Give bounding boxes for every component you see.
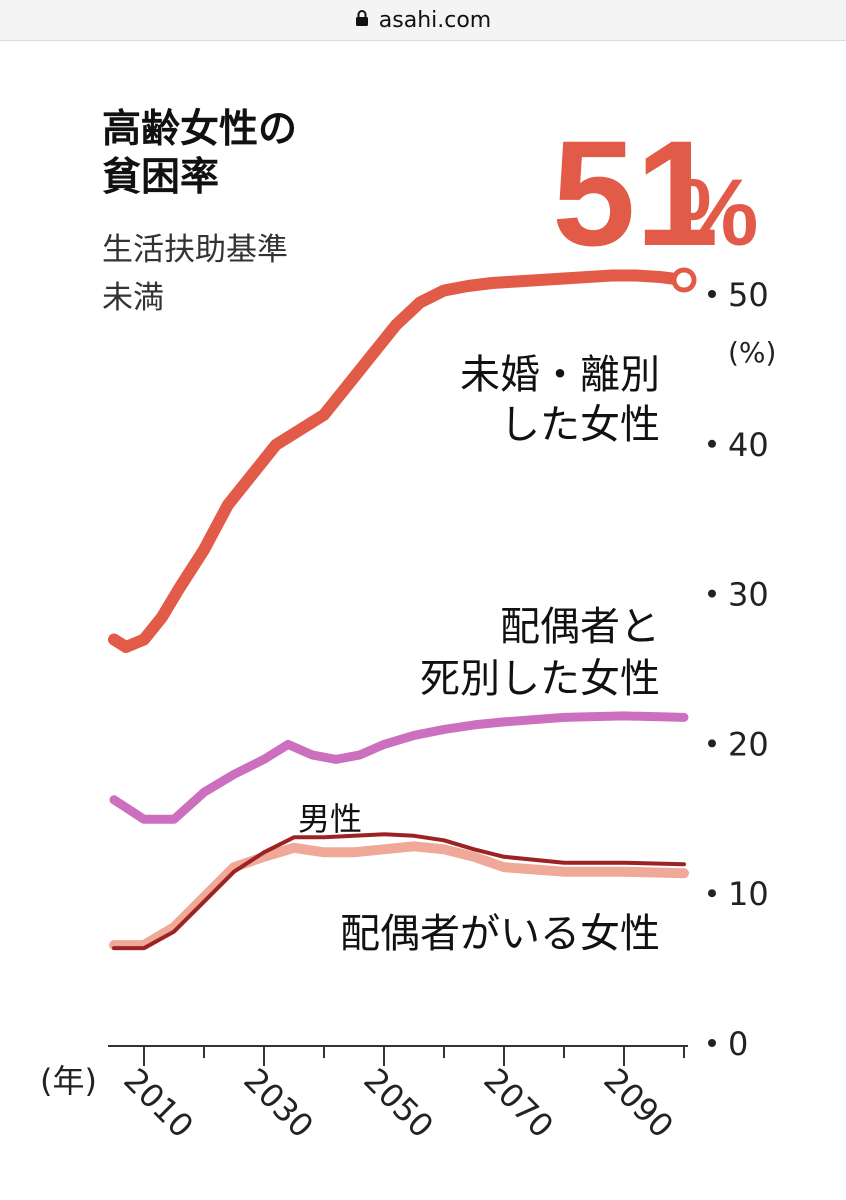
url-text[interactable]: asahi.com — [378, 7, 492, 33]
series-line-2 — [112, 832, 686, 951]
y-tick-dot — [708, 439, 716, 448]
y-tick-dot — [708, 1039, 716, 1047]
x-tick-label: 2010 — [116, 1061, 200, 1145]
browser-address-bar[interactable]: asahi.com — [0, 0, 846, 41]
y-tick-dot — [708, 290, 716, 298]
y-tick-label: 50 — [728, 276, 769, 314]
y-tick-label: 40 — [728, 426, 769, 464]
highlight-number: 51 — [552, 109, 719, 277]
series-line-3 — [109, 841, 689, 951]
y-tick-label: 30 — [728, 576, 769, 614]
y-tick-dot — [708, 589, 716, 598]
label-married-women: 配偶者がいる女性 — [340, 911, 660, 957]
chart-subtitle-line-2: 未満 — [102, 280, 164, 316]
series-layer — [108, 267, 697, 951]
y-tick-label: 0 — [728, 1025, 748, 1063]
x-axis-label: (年) — [40, 1062, 97, 1100]
y-tick-dot — [708, 889, 716, 898]
label-unmarried-divorced-line-1: 未婚・離別 — [460, 352, 660, 398]
highlight-percent-sign: % — [674, 160, 758, 266]
y-tick-label: 10 — [728, 875, 769, 913]
label-widowed-line-1: 配偶者と — [500, 604, 660, 650]
chart-title-line-2: 貧困率 — [102, 155, 219, 200]
y-tick-label: 20 — [728, 725, 769, 763]
label-widowed-line-2: 死別した女性 — [420, 656, 660, 702]
series-line-1 — [109, 711, 689, 824]
series-line-0 — [108, 269, 690, 653]
label-men: 男性 — [298, 800, 362, 838]
chart-title-line-1: 高齢女性の — [102, 107, 297, 152]
lock-icon — [355, 8, 369, 33]
label-unmarried-divorced-line-2: した女性 — [500, 402, 660, 448]
poverty-rate-chart: 高齢女性の 貧困率 生活扶助基準 未満 51 % (%) (年) 2010 203… — [40, 107, 776, 1145]
x-tick-label: 2090 — [596, 1061, 680, 1145]
x-tick-label: 2030 — [236, 1061, 320, 1145]
series-endpoint-marker — [671, 267, 697, 293]
chart-subtitle-line-1: 生活扶助基準 — [102, 232, 288, 268]
x-tick-label: 2070 — [476, 1061, 560, 1145]
x-tick-label: 2050 — [356, 1061, 440, 1145]
y-tick-dot — [708, 739, 716, 748]
y-axis-unit: (%) — [728, 336, 776, 369]
